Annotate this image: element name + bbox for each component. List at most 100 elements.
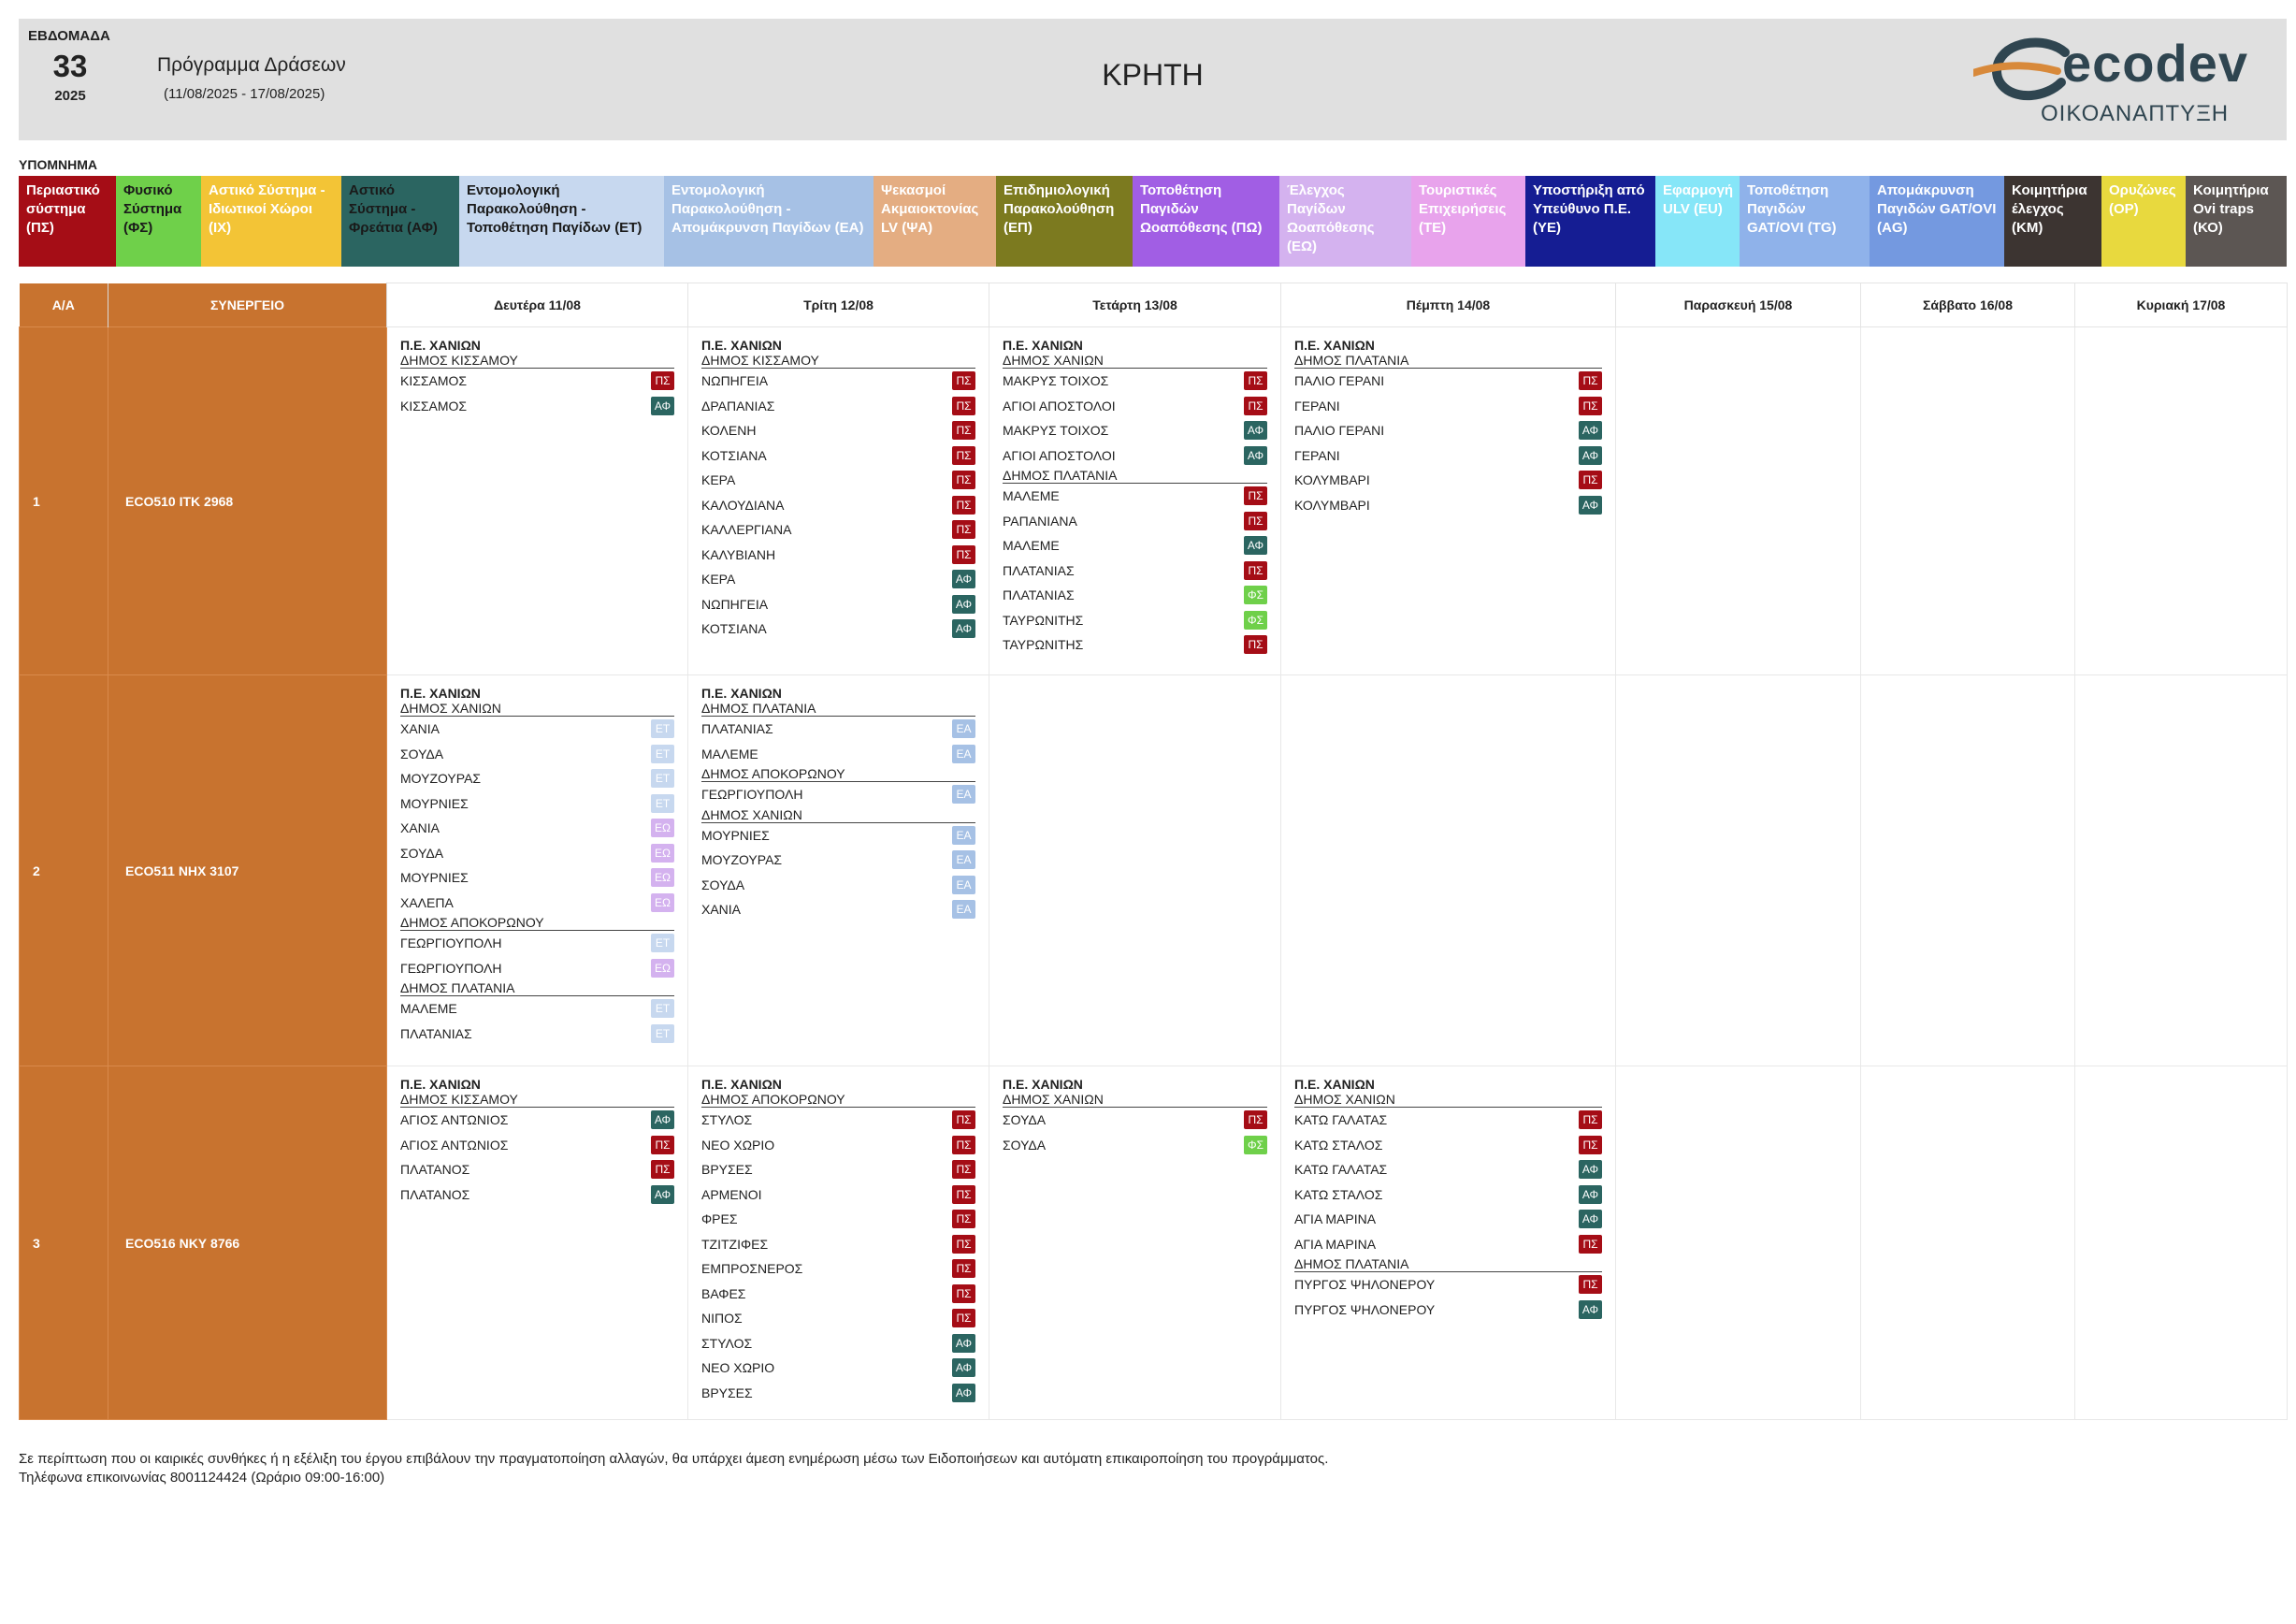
list-item: ΣΟΥΔΑ ΕΤ [400,742,674,767]
activity-badge: ΑΦ [1244,421,1267,441]
activity-badge: ΑΦ [952,570,975,589]
list-item: ΤΑΥΡΩΝΙΤΗΣ ΦΣ [1003,608,1267,633]
location-name: ΜΑΛΕΜΕ [701,746,758,761]
list-item: ΣΟΥΔΑ ΦΣ [1003,1133,1267,1158]
day-cell [1280,674,1616,1066]
legend-bar: Περιαστικό σύστημα (ΠΣ) Φυσικό Σύστημα (Φ… [19,176,2287,267]
legend-item: Αστικό Σύστημα - Ιδιωτικοί Χώροι (ΙΧ) [201,176,341,267]
prefecture-label: Π.Ε. ΧΑΝΙΩΝ [400,1077,481,1092]
municipality-label: ΔΗΜΟΣ ΑΠΟΚΟΡΩΝΟΥ [400,915,674,931]
list-item: ΠΑΛΙΟ ΓΕΡΑΝΙ ΠΣ [1294,369,1602,394]
location-name: ΣΟΥΔΑ [1003,1112,1047,1128]
location-name: ΚΙΣΣΑΜΟΣ [400,373,468,389]
activity-badge: ΠΣ [952,1309,975,1328]
column-header-day: Παρασκευή 15/08 [1615,283,1861,327]
location-name: ΚΟΛΕΝΗ [701,423,757,439]
location-name: ΣΟΥΔΑ [701,877,745,892]
activity-badge: ΠΣ [952,371,975,391]
legend-item: Φυσικό Σύστημα (ΦΣ) [116,176,201,267]
list-item: ΑΓΙΟΙ ΑΠΟΣΤΟΛΟΙ ΑΦ [1003,443,1267,469]
location-name: ΠΛΑΤΑΝΙΑΣ [1003,562,1075,578]
location-name: ΧΑΝΙΑ [400,820,440,836]
legend-item: Απομάκρυνση Παγιδών GAT/OVI (AG) [1870,176,2004,267]
activity-badge: ΕΑ [952,719,975,739]
municipality-label: ΔΗΜΟΣ ΧΑΝΙΩΝ [1294,1092,1602,1108]
location-name: ΑΓΙΑ ΜΑΡΙΝΑ [1294,1236,1377,1252]
list-item: ΜΟΥΖΟΥΡΑΣ ΕΑ [701,848,975,873]
list-item: ΠΛΑΤΑΝΟΣ ΠΣ [400,1157,674,1182]
day-cell [1615,674,1861,1066]
location-name: ΜΟΥΡΝΙΕΣ [400,870,469,886]
list-item: ΚΟΤΣΙΑΝΑ ΠΣ [701,443,975,469]
location-name: ΑΓΙΟΙ ΑΠΟΣΤΟΛΟΙ [1003,447,1116,463]
row-number: 1 [19,326,108,675]
day-cell [2074,1066,2288,1420]
location-name: ΓΕΩΡΓΙΟΥΠΟΛΗ [400,935,502,951]
location-name: ΑΡΜΕΝΟΙ [701,1186,762,1202]
list-item: ΠΥΡΓΟΣ ΨΗΛΟΝΕΡΟΥ ΠΣ [1294,1272,1602,1298]
list-item: ΧΑΝΙΑ ΕΩ [400,816,674,841]
activity-badge: ΠΣ [952,495,975,515]
location-name: ΠΛΑΤΑΝΙΑΣ [701,721,773,737]
region-title: ΚΡΗΤΗ [1102,58,1204,92]
list-item: ΠΥΡΓΟΣ ΨΗΛΟΝΕΡΟΥ ΑΦ [1294,1298,1602,1323]
list-item: ΧΑΝΙΑ ΕΤ [400,717,674,742]
activity-badge: ΕΑ [952,825,975,845]
location-name: ΜΟΥΖΟΥΡΑΣ [400,771,482,787]
activity-badge: ΑΦ [1579,421,1602,441]
prefecture-label: Π.Ε. ΧΑΝΙΩΝ [1003,338,1083,353]
location-name: ΜΑΚΡΥΣ ΤΟΙΧΟΣ [1003,373,1109,389]
location-name: ΑΓΙΟΙ ΑΠΟΣΤΟΛΟΙ [1003,398,1116,413]
table-row: 1 ECO510 ΙΤΚ 2968 Π.Ε. ΧΑΝΙΩΝ ΔΗΜΟΣ ΚΙΣΣΑΜΟ… [19,326,2288,675]
activity-badge: ΕΑ [952,900,975,920]
day-cell: Π.Ε. ΧΑΝΙΩΝ ΔΗΜΟΣ ΧΑΝΙΩΝ ΚΑΤΩ ΓΑΛΑΤΑΣ ΠΣ ΚΑΤ… [1280,1066,1616,1420]
municipality-label: ΔΗΜΟΣ ΧΑΝΙΩΝ [1003,1092,1267,1108]
activity-badge: ΠΣ [651,1135,674,1154]
location-name: ΣΟΥΔΑ [1003,1137,1047,1153]
list-item: ΣΤΥΛΟΣ ΠΣ [701,1108,975,1133]
list-item: ΚΑΤΩ ΣΤΑΛΟΣ ΠΣ [1294,1133,1602,1158]
row-number: 3 [19,1066,108,1420]
legend-item: Περιαστικό σύστημα (ΠΣ) [19,176,116,267]
location-name: ΠΛΑΤΑΝΟΣ [400,1186,470,1202]
activity-badge: ΕΤ [651,793,674,813]
location-name: ΣΤΥΛΟΣ [701,1112,753,1128]
column-header-aa: Α/Α [19,283,108,327]
list-item: ΜΑΛΕΜΕ ΠΣ [1003,484,1267,509]
activity-badge: ΠΣ [1244,635,1267,655]
column-header-day: Σάββατο 16/08 [1860,283,2075,327]
activity-badge: ΑΦ [1579,445,1602,465]
day-cell [989,674,1281,1066]
activity-badge: ΕΑ [952,785,975,805]
activity-badge: ΑΦ [1579,1160,1602,1180]
list-item: ΣΤΥΛΟΣ ΑΦ [701,1331,975,1356]
row-number: 2 [19,674,108,1066]
activity-badge: ΠΣ [651,1160,674,1180]
legend-item: Κοιμητήρια Ovi traps (ΚΟ) [2186,176,2287,267]
legend-item: Έλεγχος Παγίδων Ωοαπόθεσης (ΕΩ) [1279,176,1411,267]
list-item: ΚΟΛΥΜΒΑΡΙ ΑΦ [1294,493,1602,518]
activity-badge: ΠΣ [1244,511,1267,530]
list-item: ΚΕΡΑ ΑΦ [701,567,975,592]
schedule-table: Α/Α ΣΥΝΕΡΓΕΙΟ Δευτέρα 11/08 Τρίτη 12/08 … [19,283,2288,1420]
prefecture-label: Π.Ε. ΧΑΝΙΩΝ [1294,338,1375,353]
location-name: ΧΑΝΙΑ [701,902,742,918]
list-item: ΠΛΑΤΑΝΙΑΣ ΠΣ [1003,558,1267,584]
activity-badge: ΦΣ [1244,1135,1267,1154]
column-header-day: Τετάρτη 13/08 [989,283,1281,327]
list-item: ΚΕΡΑ ΠΣ [701,468,975,493]
activity-badge: ΕΤ [651,999,674,1019]
footer-notice: Σε περίπτωση που οι καιρικές συνθήκες ή … [19,1450,1328,1487]
location-name: ΤΖΙΤΖΙΦΕΣ [701,1236,769,1252]
legend-item: Εντομολογική Παρακολούθηση - Τοποθέτηση … [459,176,664,267]
list-item: ΑΓΙΑ ΜΑΡΙΝΑ ΑΦ [1294,1207,1602,1232]
location-name: ΚΕΡΑ [701,472,736,488]
list-item: ΝΕΟ ΧΩΡΙΟ ΑΦ [701,1356,975,1381]
municipality-label: ΔΗΜΟΣ ΠΛΑΤΑΝΙΑ [701,701,975,717]
column-header-day: Πέμπτη 14/08 [1280,283,1616,327]
location-name: ΦΡΕΣ [701,1211,738,1227]
activity-badge: ΕΤ [651,719,674,739]
location-name: ΧΑΝΙΑ [400,721,440,737]
activity-badge: ΠΣ [1244,486,1267,506]
prefecture-label: Π.Ε. ΧΑΝΙΩΝ [701,338,782,353]
